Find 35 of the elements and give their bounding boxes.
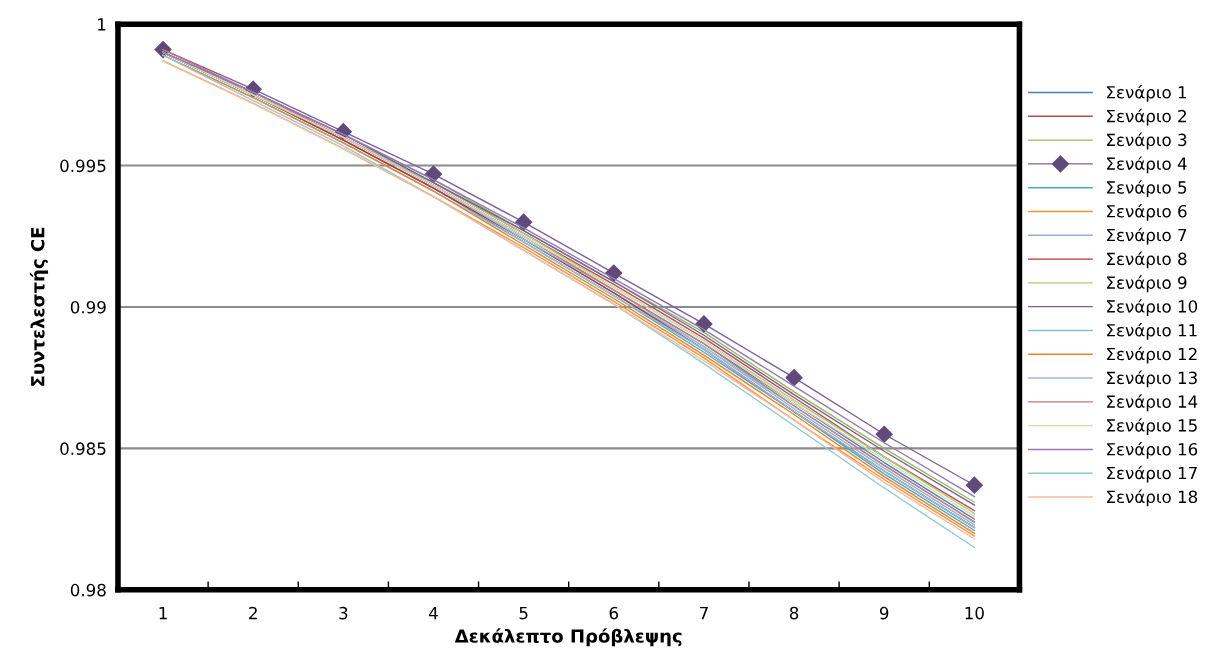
- y-tick-label: 0.98: [70, 583, 106, 597]
- legend-label: Σενάριο 2: [1107, 108, 1186, 126]
- legend-label: Σενάριο 8: [1107, 251, 1187, 269]
- y-tick-label: 1: [98, 18, 106, 31]
- legend-label: Σενάριο 1: [1107, 85, 1187, 102]
- y-axis-title: Συντελεστής CE: [29, 227, 49, 386]
- x-tick-label: 9: [879, 606, 889, 620]
- legend-label: Σενάριο 14: [1107, 394, 1198, 412]
- legend-label: Σενάριο 7: [1107, 227, 1187, 245]
- legend-label: Σενάριο 10: [1107, 299, 1198, 316]
- legend-label: Σενάριο 3: [1107, 132, 1187, 150]
- legend-label: Σενάριο 4: [1107, 156, 1187, 174]
- x-tick-label: 1: [159, 606, 167, 620]
- legend-label: Σενάριο 9: [1107, 275, 1187, 293]
- legend-label: Σενάριο 11: [1107, 322, 1197, 340]
- y-tick-label: 0.99: [70, 300, 106, 314]
- y-tick-label: 0.995: [60, 159, 106, 173]
- x-tick-label: 3: [339, 606, 348, 620]
- x-tick-label: 10: [965, 606, 984, 620]
- legend-label: Σενάριο 17: [1107, 465, 1197, 483]
- y-tick-label: 0.985: [60, 442, 106, 455]
- legend-label: Σενάριο 18: [1107, 489, 1198, 507]
- x-tick-label: 6: [609, 606, 619, 620]
- x-axis-title: Δεκάλεπτο Πρόβλεψης: [454, 628, 682, 647]
- legend-label: Σενάριο 13: [1107, 370, 1197, 388]
- legend-label: Σενάριο 12: [1107, 346, 1197, 364]
- legend-label: Σενάριο 16: [1107, 441, 1198, 459]
- x-tick-label: 2: [249, 606, 257, 620]
- x-tick-label: 4: [429, 606, 438, 620]
- x-tick-label: 5: [519, 606, 528, 620]
- legend-label: Σενάριο 6: [1107, 203, 1187, 221]
- legend-label: Σενάριο 5: [1107, 180, 1187, 197]
- x-tick-label: 7: [699, 606, 708, 620]
- legend-label: Σενάριο 15: [1107, 418, 1197, 435]
- x-tick-label: 8: [789, 606, 799, 620]
